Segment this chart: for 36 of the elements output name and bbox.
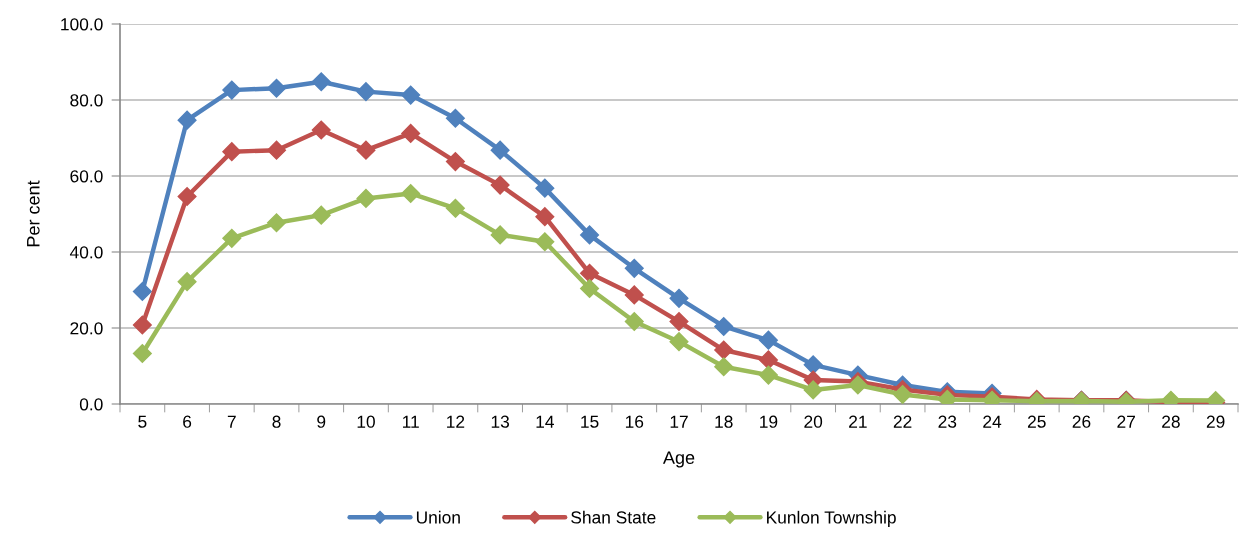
x-tick-label: 6 (183, 415, 192, 428)
x-tick-label: 9 (317, 415, 326, 428)
x-tick-label: 17 (670, 415, 688, 428)
y-tick-label: 40.0 (69, 246, 103, 259)
x-tick-label: 28 (1162, 415, 1180, 428)
x-tick-label: 22 (893, 415, 912, 428)
x-tick-label: 11 (402, 415, 419, 428)
x-tick-label: 7 (227, 415, 236, 428)
x-tick-label: 20 (804, 415, 823, 428)
x-tick-label: 19 (760, 415, 778, 428)
y-tick-label: 60.0 (70, 170, 103, 183)
y-axis-title: Per cent (27, 180, 40, 247)
x-tick-label: 12 (447, 415, 465, 428)
y-tick-label: 80.0 (70, 94, 103, 107)
x-tick-label: 18 (715, 415, 733, 428)
x-tick-label: 5 (138, 415, 147, 428)
x-tick-label: 10 (357, 415, 375, 428)
x-tick-label: 21 (849, 415, 867, 428)
x-tick-label: 16 (625, 415, 644, 428)
y-tick-label: 0.0 (79, 398, 103, 411)
legend-label: Shan State (571, 510, 656, 524)
x-tick-label: 26 (1072, 415, 1091, 428)
x-tick-label: 14 (536, 415, 554, 428)
x-tick-label: 27 (1117, 415, 1135, 428)
x-tick-label: 25 (1027, 415, 1046, 428)
x-tick-label: 29 (1206, 415, 1225, 428)
y-tick-label: 100.0 (61, 18, 103, 31)
x-tick-label: 23 (938, 415, 957, 428)
x-tick-label: 8 (272, 415, 281, 428)
x-tick-label: 24 (983, 415, 1002, 428)
x-tick-label: 15 (581, 415, 599, 428)
x-axis-title: Age (662, 451, 695, 468)
legend-label: Union (416, 510, 460, 524)
x-tick-label: 13 (491, 415, 510, 428)
y-tick-label: 20.0 (70, 322, 103, 335)
legend-label: Kunlon Township (767, 510, 896, 528)
